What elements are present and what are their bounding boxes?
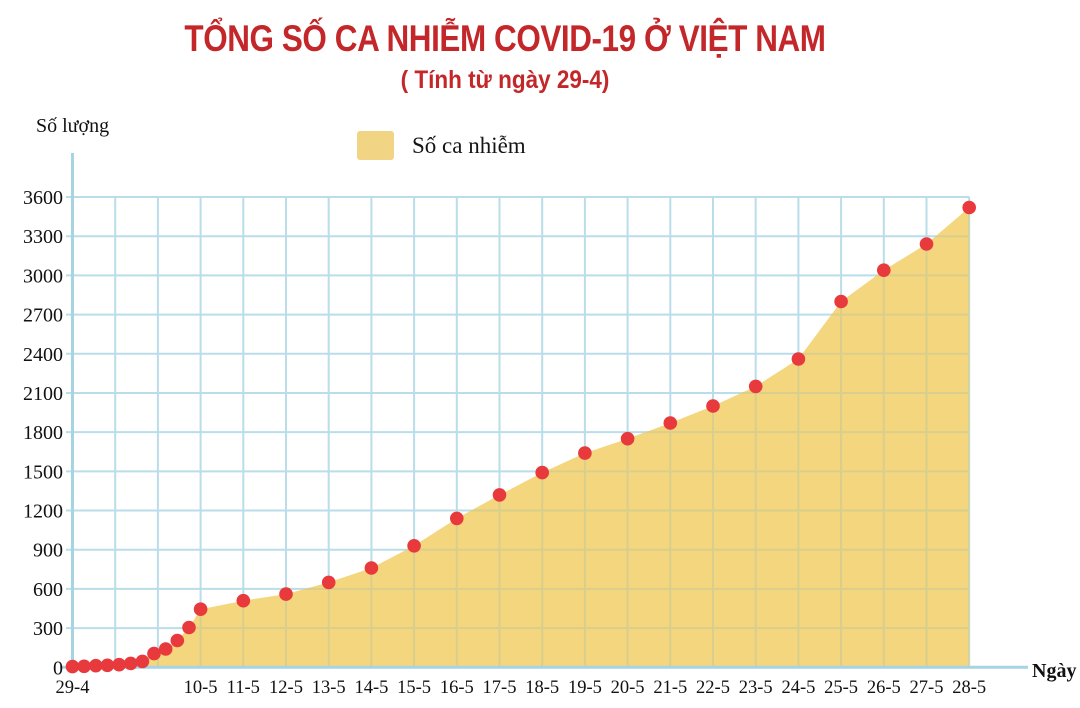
data-point (236, 593, 251, 608)
area-fill (72, 207, 970, 668)
x-axis-label: Ngày (1032, 660, 1077, 682)
data-point (450, 511, 464, 526)
y-tick-label: 1200 (23, 501, 63, 523)
data-point (919, 237, 934, 251)
y-tick-label: 1800 (23, 422, 63, 444)
x-tick-label: 28-5 (952, 678, 986, 698)
legend: Số ca nhiễm (357, 131, 526, 160)
y-tick-label: 2400 (23, 344, 63, 366)
data-point (321, 575, 336, 590)
data-point (962, 200, 976, 215)
data-point (89, 658, 103, 673)
data-point (112, 657, 126, 672)
data-point (158, 642, 173, 656)
data-point (492, 488, 507, 502)
x-tick-label: 18-5 (525, 678, 559, 698)
x-tick-label: 29-4 (56, 678, 90, 698)
chart-title: TỔNG SỐ CA NHIỄM COVID-19 Ở VIỆT NAM (184, 18, 826, 59)
chart-subtitle: ( Tính từ ngày 29-4) (400, 66, 610, 94)
data-point (135, 654, 150, 669)
x-tick-label: 13-5 (312, 678, 346, 698)
y-tick-label: 900 (33, 540, 63, 562)
data-point (100, 658, 115, 673)
y-tick-label: 300 (33, 618, 63, 640)
data-point (65, 659, 80, 674)
y-axis-label: Số lượng (36, 115, 110, 137)
x-tick-label: 15-5 (397, 678, 431, 698)
x-tick-label: 24-5 (781, 678, 815, 698)
data-point (706, 399, 720, 413)
data-point (578, 446, 592, 460)
x-tick-label: 23-5 (739, 678, 773, 698)
data-point (663, 416, 678, 430)
data-point (791, 352, 806, 366)
x-tick-label: 25-5 (824, 678, 858, 698)
x-tick-label: 26-5 (867, 678, 901, 698)
data-point (748, 379, 763, 394)
data-point (834, 294, 848, 309)
x-tick-label: 12-5 (269, 678, 303, 698)
data-point (193, 602, 208, 616)
y-tick-label: 600 (33, 579, 63, 601)
y-tick-label: 3300 (23, 226, 63, 248)
data-point (279, 587, 293, 601)
legend-swatch (357, 131, 394, 160)
data-point (535, 465, 549, 480)
data-point (620, 431, 635, 446)
axes (60, 153, 1028, 672)
data-point (170, 633, 185, 648)
data-point (182, 620, 196, 635)
x-tick-label: 21-5 (653, 678, 687, 698)
y-tick-label: 2700 (23, 305, 63, 327)
x-tick-label: 11-5 (227, 678, 260, 698)
y-tick-label: 3600 (23, 187, 63, 209)
y-tick-label: 3000 (23, 265, 63, 287)
data-point (407, 539, 421, 553)
data-point (877, 263, 891, 278)
legend-label: Số ca nhiễm (412, 132, 526, 158)
x-tick-label: 19-5 (568, 678, 602, 698)
data-points (65, 200, 976, 674)
data-point (364, 561, 379, 575)
x-tick-label: 27-5 (910, 678, 944, 698)
x-tick-label: 22-5 (696, 678, 730, 698)
tick-labels: 0 300 600 900 1200 1500 1800 2100 2400 2700 3000 33… (23, 187, 986, 698)
y-tick-label: 1500 (23, 461, 63, 483)
data-point (147, 646, 161, 661)
y-tick-label: 0 (53, 657, 63, 679)
x-tick-label: 20-5 (611, 678, 645, 698)
x-tick-label: 16-5 (440, 678, 474, 698)
y-tick-label: 2100 (23, 383, 63, 405)
x-tick-label: 17-5 (483, 678, 517, 698)
x-tick-label: 14-5 (354, 678, 388, 698)
data-point (77, 659, 91, 674)
x-tick-label: 10-5 (184, 678, 218, 698)
data-point (123, 656, 138, 671)
